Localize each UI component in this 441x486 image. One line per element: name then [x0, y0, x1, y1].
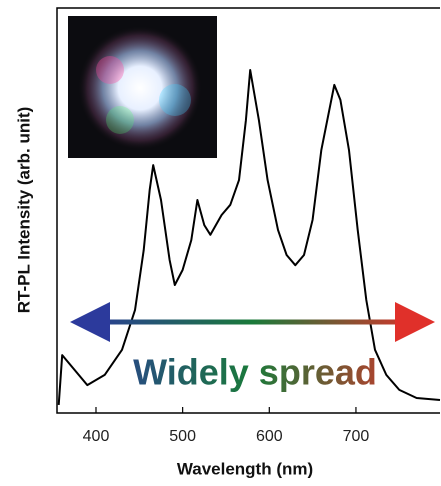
inset-speckle: [106, 106, 134, 134]
annotation: Widely spread: [133, 352, 377, 393]
x-tick-label: 700: [343, 428, 370, 445]
x-tick-label: 600: [256, 428, 283, 445]
inset-speckle: [159, 84, 191, 116]
axis-frame: [56, 7, 440, 414]
inset-speckle: [96, 56, 124, 84]
x-tick-label: 500: [169, 428, 196, 445]
plot-area: 400 500 600 700: [56, 7, 441, 445]
y-axis-label: RT-PL Intensity (arb. unit): [14, 107, 33, 314]
inset-glow: [78, 26, 202, 150]
x-tick-label: 400: [83, 428, 110, 445]
spectrum-line: [57, 69, 441, 405]
x-axis-label: Wavelength (nm): [177, 459, 313, 478]
